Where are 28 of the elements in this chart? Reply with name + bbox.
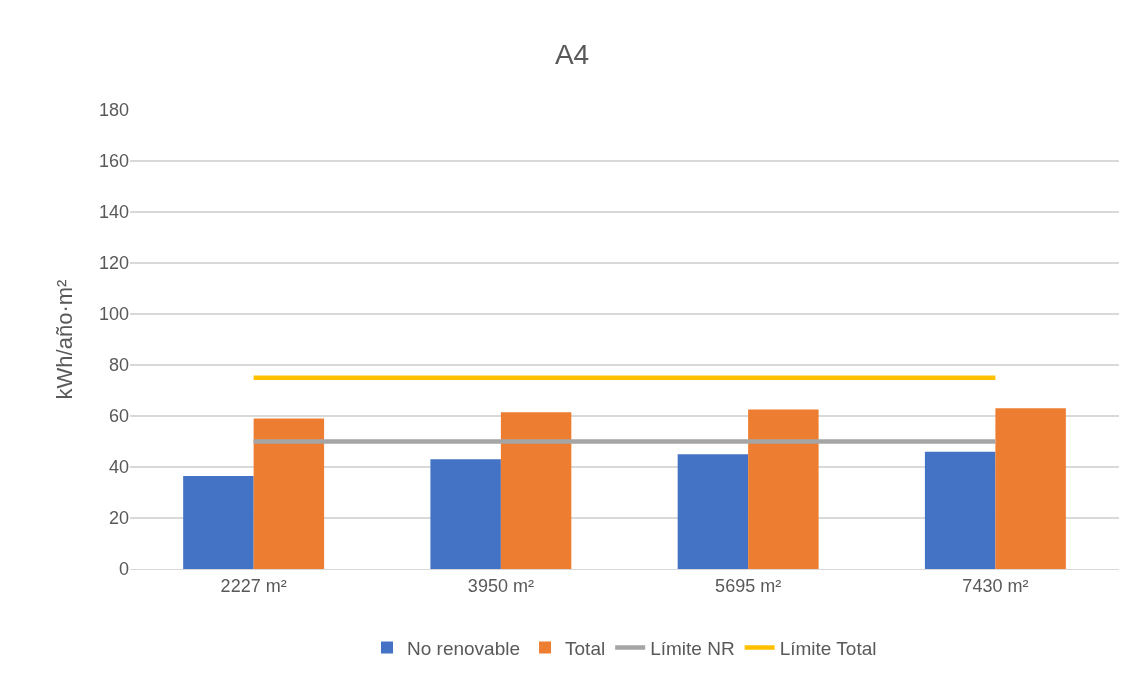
bar: [924, 451, 996, 569]
y-tick-label: 40: [108, 457, 129, 478]
y-tick-label: 140: [98, 202, 129, 223]
x-tick-label: 5695 m²: [715, 575, 782, 596]
y-tick-label: 180: [98, 100, 129, 121]
y-tick-label: 80: [108, 355, 129, 376]
y-axis-title: kWh/año·m²: [51, 279, 77, 400]
bar: [677, 454, 749, 569]
bar: [253, 418, 325, 569]
legend-label: Límite Total: [779, 637, 877, 659]
bar: [995, 408, 1066, 569]
y-tick-label: 160: [98, 151, 129, 172]
bar: [500, 412, 572, 569]
y-tick-label: 20: [108, 508, 129, 529]
bar: [748, 409, 819, 569]
chart-title: A4: [554, 39, 590, 71]
legend-label: No renovable: [407, 637, 521, 659]
y-tick-label: 100: [98, 304, 129, 325]
x-tick-label: 7430 m²: [962, 575, 1029, 596]
legend-label: Total: [565, 637, 606, 659]
x-tick-label: 3950 m²: [467, 575, 534, 596]
x-tick-label: 2227 m²: [220, 575, 287, 596]
y-tick-label: 0: [118, 559, 129, 580]
bar: [430, 459, 501, 569]
bar: [183, 475, 254, 569]
y-tick-label: 60: [108, 406, 129, 427]
legend-label: Límite NR: [650, 637, 735, 659]
y-tick-label: 120: [98, 253, 129, 274]
